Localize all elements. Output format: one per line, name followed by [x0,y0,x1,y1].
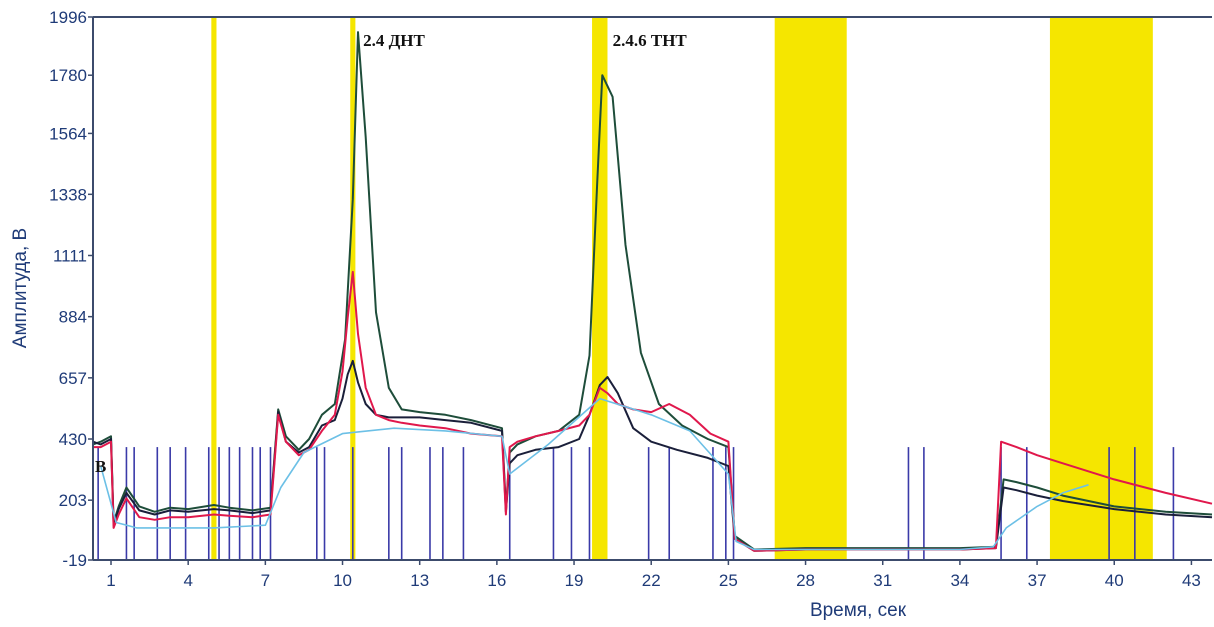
x-tick-label: 1 [106,571,115,590]
highlight-band-1 [211,17,217,560]
y-tick-label: 1996 [49,8,87,27]
series-label-b: B [95,457,106,476]
x-tick-label: 31 [873,571,892,590]
highlight-band-4 [774,17,847,560]
highlight-band-3 [592,17,608,560]
peak-annotation: 2.4.6 ТНТ [613,31,688,50]
x-tick-label: 7 [261,571,270,590]
y-tick-label: 430 [59,430,87,449]
y-tick-label: 1111 [53,246,87,265]
x-tick-label: 22 [642,571,661,590]
y-axis-title: Амплитуда, В [10,228,31,348]
highlight-bands [211,17,1153,560]
y-tick-label: 1338 [49,185,87,204]
peak-annotation: 2.4 ДНТ [363,31,425,50]
y-tick-label: 203 [59,491,87,510]
y-tick-label: 1780 [49,66,87,85]
y-tick-label: 657 [59,369,87,388]
y-tick-label: 884 [59,308,87,327]
x-tick-label: 13 [410,571,429,590]
axes [88,16,1212,565]
y-tick-label: -19 [62,551,87,570]
x-tick-label: 43 [1182,571,1201,590]
x-tick-label: 10 [333,571,352,590]
tick-labels: 1 4 7 10 13 16 19 22 25 28 31 34 37 40 43 -19 203 430 657 8… [49,8,1201,590]
x-tick-label: 25 [719,571,738,590]
x-tick-label: 16 [487,571,506,590]
x-tick-label: 37 [1028,571,1047,590]
y-tick-label: 1564 [49,124,87,143]
series-group [92,31,1213,552]
highlight-band-2 [350,17,356,560]
x-axis-title: Время, сек [810,600,907,621]
x-tick-label: 28 [796,571,815,590]
x-tick-label: 34 [950,571,969,590]
highlight-band-5 [1049,17,1153,560]
series-line-1 [92,31,1213,551]
annotations: 2.4 ДНТ 2.4.6 ТНТ B [95,31,687,476]
x-tick-label: 4 [183,571,192,590]
x-tick-label: 40 [1105,571,1124,590]
x-tick-label: 19 [565,571,584,590]
series-line-4 [99,397,1089,551]
